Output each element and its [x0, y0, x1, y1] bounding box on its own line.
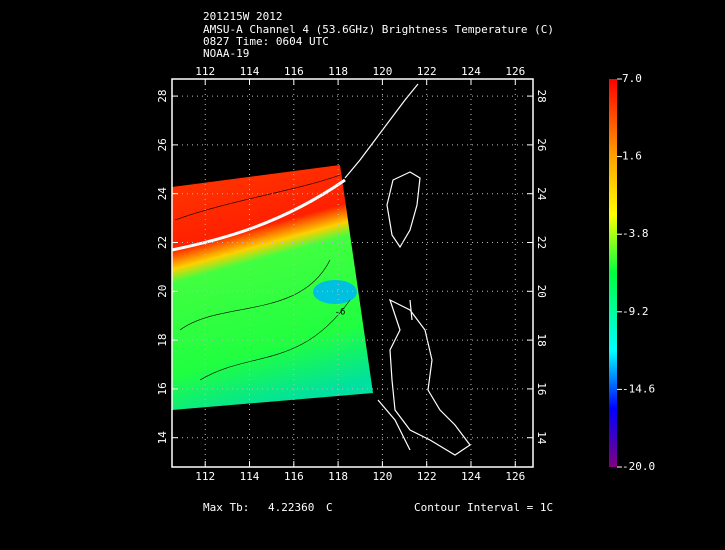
swath [172, 165, 373, 410]
x-tick-label: 126 [505, 65, 525, 78]
y-tick-label: 14 [156, 431, 169, 445]
x-tick-label: 114 [240, 65, 260, 78]
x-tick-label: 126 [505, 470, 525, 483]
x-tick-label: 120 [372, 65, 392, 78]
colorbar-label: -20.0 [622, 460, 655, 473]
footer-interval: Contour Interval = 1C [414, 501, 553, 514]
colorbar [609, 79, 617, 467]
colorbar-label: -3.8 [622, 227, 649, 240]
y-tick-label: 22 [156, 236, 169, 249]
contours [174, 174, 351, 381]
x-tick-label: 122 [417, 65, 437, 78]
footer-unit: C [326, 501, 333, 514]
cold-spot [313, 280, 357, 304]
x-tick-label: 124 [461, 470, 481, 483]
title-line: NOAA-19 [203, 47, 249, 60]
x-tick-label: 116 [284, 470, 304, 483]
y-tick-label: 20 [535, 285, 548, 298]
y-tick-label: 26 [535, 138, 548, 151]
coastline [344, 83, 471, 456]
x-tick-label: 116 [284, 65, 304, 78]
y-tick-label: 24 [535, 187, 548, 201]
colorbar-label: -9.2 [622, 305, 649, 318]
y-tick-label: 24 [156, 187, 169, 201]
map-frame [171, 78, 534, 468]
colorbar-label: 7.0 [622, 72, 642, 85]
x-tick-label: 122 [417, 470, 437, 483]
x-tick-label: 114 [240, 470, 260, 483]
x-tick-label: 112 [195, 470, 215, 483]
x-tick-label: 118 [328, 470, 348, 483]
y-tick-label: 28 [156, 89, 169, 102]
y-tick-label: 22 [535, 236, 548, 249]
colorbar-label: 1.6 [622, 150, 642, 163]
cloud-band [171, 178, 346, 252]
colorbar-label: -14.6 [622, 382, 655, 395]
y-tick-label: 14 [535, 431, 548, 445]
footer-label: Max Tb: [203, 501, 249, 514]
title-line: 0827 Time: 0604 UTC [203, 35, 329, 48]
x-tick-label: 112 [195, 65, 215, 78]
footer-value: 4.22360 [268, 501, 314, 514]
plot [171, 83, 471, 456]
y-tick-label: 16 [156, 382, 169, 395]
x-tick-label: 118 [328, 65, 348, 78]
title-line: AMSU-A Channel 4 (53.6GHz) Brightness Te… [203, 23, 554, 36]
y-tick-label: 16 [535, 382, 548, 395]
x-tick-label: 120 [372, 470, 392, 483]
y-tick-label: 18 [156, 333, 169, 346]
y-tick-label: 18 [535, 333, 548, 346]
x-tick-label: 124 [461, 65, 481, 78]
title-line: 201215W 2012 [203, 10, 282, 23]
y-tick-label: 28 [535, 89, 548, 102]
y-tick-label: 20 [156, 285, 169, 298]
contour-label: -6 [335, 308, 346, 318]
y-tick-label: 26 [156, 138, 169, 151]
